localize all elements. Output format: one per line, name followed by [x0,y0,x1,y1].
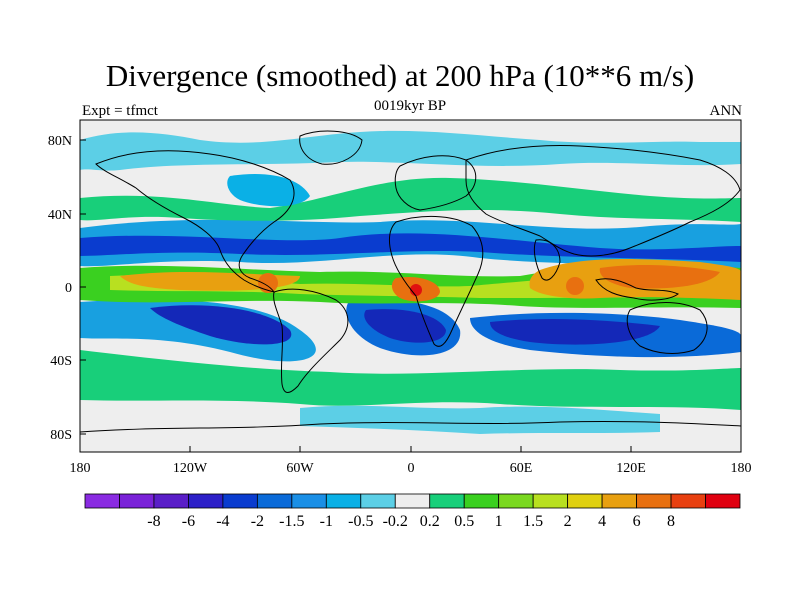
maritime-continent-core [599,265,720,289]
south-indian-core [490,319,660,345]
colorbar-box [429,493,465,509]
south-america-coast [273,288,349,393]
lat-tick-label: 40S [50,354,72,369]
lon-tick-label: 0 [408,461,415,476]
amazon-peak [410,284,422,296]
colorbar-box [222,493,258,509]
colorbar-label: 0.2 [420,513,440,530]
colorbar-label: -6 [182,513,195,530]
greenland-coast [299,130,363,165]
africa-max [258,273,278,293]
colorbar: -8 -6 -4 -2 -1.5 -1 -0.5 -0.2 0.2 0.5 1 1.5 2 4 6 8 [84,493,741,530]
colorbar-box [291,493,327,509]
colorbar-label: 8 [667,513,675,530]
colorbar-box [360,493,396,509]
colorbar-box [394,493,431,509]
south-pacific-core [150,305,292,345]
antarctica-coast [80,420,741,433]
colorbar-box [498,493,534,509]
australia-coast [626,302,708,354]
lon-tick-label: 120W [173,461,208,476]
colorbar-label: 6 [633,513,641,530]
lon-tick-label: 60E [510,461,533,476]
asia-coast [465,145,741,257]
north-midlat-band [80,177,741,222]
colorbar-box [601,493,637,509]
indian-ocean-max [566,277,584,295]
colorbar-label: -1 [320,513,333,530]
axis-ticks: 80N 40N 0 40S 80S 180 120W 60W 0 60E 120E 180 [48,134,752,476]
lon-tick-label: 180 [731,461,752,476]
period-label: 0019kyr BP [373,98,447,114]
lon-tick-label: 180 [70,461,91,476]
colorbar-box [188,493,224,509]
colorbar-label: 1 [495,513,503,530]
colorbar-label: 2 [564,513,572,530]
colorbar-box [84,493,120,509]
southern-midlat-band [80,350,741,410]
colorbar-box [532,493,569,509]
colorbar-box [325,493,362,509]
colorbar-box [119,493,155,509]
colorbar-label: 0.5 [454,513,474,530]
africa-coast [388,215,484,347]
north-atlantic-band [227,174,310,207]
colorbar-label: -8 [147,513,160,530]
lat-tick-label: 0 [65,281,72,296]
colorbar-box [705,493,741,509]
lat-tick-label: 40N [48,208,72,223]
europe-coast [394,155,477,211]
season-label: ANN [709,103,743,119]
north-pole-band [80,130,741,171]
coastlines [80,130,741,433]
indonesia-coast [595,278,679,301]
colorbar-labels: -8 -6 -4 -2 -1.5 -1 -0.5 -0.2 0.2 0.5 1 1.5 2 4 6 8 [147,513,675,530]
chart-title: Divergence (smoothed) at 200 hPa (10**6 … [105,58,695,93]
colorbar-boxes [84,493,741,509]
colorbar-label: 1.5 [523,513,543,530]
colorbar-label: -0.2 [383,513,408,530]
colorbar-box [567,493,603,509]
india-coast [533,239,561,281]
colorbar-label: 4 [598,513,606,530]
colorbar-label: -0.5 [348,513,373,530]
colorbar-box [153,493,189,509]
colorbar-box [256,493,293,509]
lon-tick-label: 120E [616,461,646,476]
lat-tick-label: 80S [50,428,72,443]
colorbar-box [463,493,500,509]
southern-ocean-band [300,405,660,434]
experiment-label: Expt = tfmct [82,103,158,119]
colorbar-label: -2 [251,513,264,530]
lat-tick-label: 80N [48,134,72,149]
colorbar-box [670,493,706,509]
lon-tick-label: 60W [286,461,314,476]
colorbar-label: -1.5 [279,513,304,530]
colorbar-label: -4 [216,513,229,530]
south-atlantic-core [364,309,446,343]
colorbar-box [636,493,672,509]
contour-fields [80,120,741,452]
north-america-coast [95,150,295,293]
